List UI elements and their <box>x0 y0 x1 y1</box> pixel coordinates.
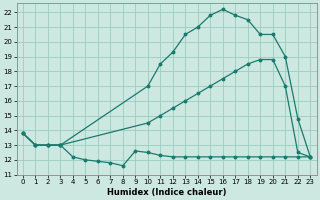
X-axis label: Humidex (Indice chaleur): Humidex (Indice chaleur) <box>107 188 226 197</box>
